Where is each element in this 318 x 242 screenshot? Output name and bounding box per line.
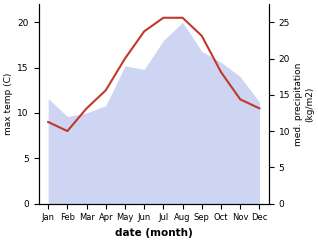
X-axis label: date (month): date (month)	[115, 228, 193, 238]
Y-axis label: med. precipitation
(kg/m2): med. precipitation (kg/m2)	[294, 62, 314, 145]
Y-axis label: max temp (C): max temp (C)	[4, 73, 13, 135]
